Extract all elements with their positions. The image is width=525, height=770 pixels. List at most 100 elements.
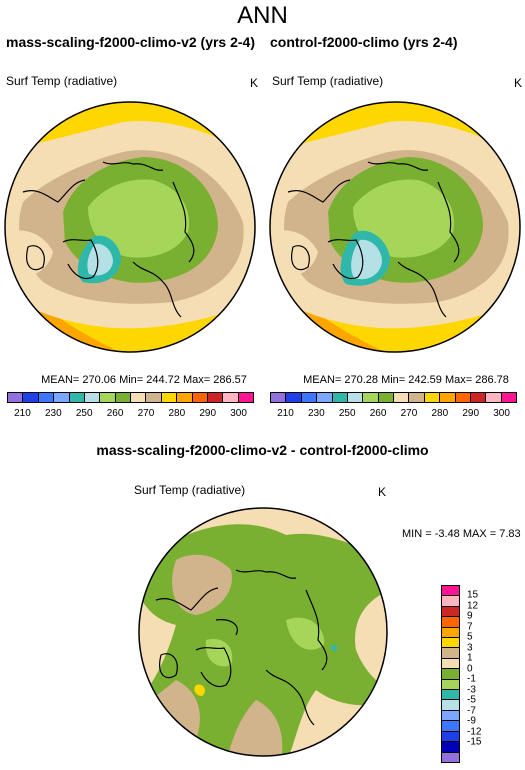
colorbar-swatch: [442, 627, 459, 639]
colorbar-tick-label: -12: [467, 726, 482, 738]
colorbar-tick-label: -3: [467, 684, 476, 696]
panel-2-map: [269, 101, 521, 353]
panel-2-colorbar: [270, 392, 517, 403]
colorbar-swatch: [84, 393, 101, 402]
colorbar-swatch: [470, 393, 487, 402]
colorbar-tick-label: 210: [277, 408, 294, 419]
colorbar-swatch: [442, 742, 459, 753]
colorbar-swatch: [378, 393, 394, 402]
colorbar-swatch: [161, 393, 178, 402]
colorbar-tick-label: -5: [467, 694, 476, 706]
colorbar-swatch: [100, 393, 116, 402]
colorbar-swatch: [286, 393, 302, 402]
panel-1-stats: MEAN= 270.06 Min= 244.72 Max= 286.57: [41, 374, 247, 386]
colorbar-tick-label: 260: [106, 408, 124, 419]
colorbar-swatch: [301, 393, 318, 402]
colorbar-tick-label: 300: [230, 408, 247, 419]
panel-1-title: mass-scaling-f2000-climo-v2 (yrs 2-4): [6, 34, 255, 50]
panel-1-colorbar-ticks: 210 230 250 260 270 280 290 300: [7, 408, 254, 422]
colorbar-tick-label: 9: [467, 610, 473, 622]
colorbar-tick-label: 5: [467, 631, 473, 643]
colorbar-swatch: [23, 393, 39, 402]
colorbar-swatch: [455, 393, 471, 402]
colorbar-swatch: [501, 393, 516, 402]
colorbar-tick-label: 12: [467, 600, 479, 612]
panel-2-colorbar-ticks: 210 230 250 260 270 280 290 300: [270, 408, 517, 422]
colorbar-tick-label: 1: [467, 652, 473, 664]
colorbar-tick-label: 250: [75, 408, 93, 419]
diff-colorbar: [441, 585, 460, 763]
colorbar-swatch: [442, 617, 459, 628]
colorbar-swatch: [442, 700, 459, 711]
colorbar-swatch: [271, 393, 287, 402]
colorbar-swatch: [442, 638, 459, 649]
colorbar-swatch: [442, 606, 459, 618]
colorbar-swatch: [38, 393, 55, 402]
colorbar-swatch: [409, 393, 425, 402]
diff-title: mass-scaling-f2000-climo-v2 - control-f2…: [96, 442, 429, 458]
colorbar-tick-label: 15: [467, 589, 479, 601]
colorbar-swatch: [424, 393, 441, 402]
colorbar-swatch: [486, 393, 502, 402]
colorbar-swatch: [363, 393, 379, 402]
colorbar-swatch: [69, 393, 85, 402]
colorbar-tick-label: -15: [467, 736, 482, 748]
colorbar-tick-label: 300: [493, 408, 510, 419]
colorbar-swatch: [192, 393, 208, 402]
colorbar-tick-label: 210: [14, 408, 31, 419]
colorbar-swatch: [177, 393, 193, 402]
colorbar-swatch: [442, 658, 459, 670]
colorbar-tick-label: 230: [44, 408, 62, 419]
panel-2-units: K: [514, 76, 523, 90]
colorbar-swatch: [442, 669, 459, 680]
colorbar-swatch: [146, 393, 162, 402]
colorbar-swatch: [115, 393, 131, 402]
colorbar-tick-label: 280: [168, 408, 186, 419]
colorbar-swatch: [442, 690, 459, 701]
colorbar-swatch: [332, 393, 348, 402]
colorbar-swatch: [442, 731, 459, 743]
colorbar-swatch: [223, 393, 239, 402]
colorbar-tick-label: -7: [467, 705, 476, 717]
colorbar-tick-label: 3: [467, 642, 473, 654]
panel-2-stats: MEAN= 270.28 Min= 242.59 Max= 286.78: [303, 374, 509, 386]
colorbar-tick-label: 250: [338, 408, 356, 419]
colorbar-swatch: [442, 752, 459, 762]
colorbar-tick-label: 280: [431, 408, 449, 419]
colorbar-tick-label: 7: [467, 621, 473, 633]
colorbar-tick-label: 290: [199, 408, 217, 419]
panel-1-map: [4, 101, 256, 353]
colorbar-tick-label: 290: [462, 408, 480, 419]
colorbar-tick-label: -1: [467, 673, 476, 685]
main-title: ANN: [237, 2, 288, 29]
panel-1-variable: Surf Temp (radiative): [6, 74, 118, 88]
colorbar-swatch: [238, 393, 253, 402]
colorbar-swatch: [54, 393, 70, 402]
colorbar-swatch: [442, 679, 459, 691]
colorbar-swatch: [440, 393, 456, 402]
colorbar-tick-label: 270: [137, 408, 155, 419]
colorbar-swatch: [8, 393, 24, 402]
diff-colorbar-ticks: 15 12 9 7 5 3 1 0 -1 -3 -5 -7 -9 -12 -15: [467, 585, 507, 763]
colorbar-swatch: [442, 596, 459, 607]
colorbar-swatch: [442, 586, 459, 597]
panel-2-title: control-f2000-climo (yrs 2-4): [270, 34, 458, 50]
panel-2-variable: Surf Temp (radiative): [272, 74, 384, 88]
diff-units: K: [378, 485, 387, 499]
colorbar-swatch: [442, 710, 459, 722]
colorbar-tick-label: -9: [467, 715, 476, 727]
colorbar-tick-label: 270: [400, 408, 418, 419]
diff-variable: Surf Temp (radiative): [134, 483, 246, 497]
diff-stats: MIN = -3.48 MAX = 7.83: [402, 528, 521, 540]
colorbar-swatch: [394, 393, 410, 402]
colorbar-swatch: [442, 648, 459, 659]
colorbar-swatch: [317, 393, 333, 402]
colorbar-tick-label: 0: [467, 663, 473, 675]
colorbar-tick-label: 260: [369, 408, 387, 419]
colorbar-swatch: [131, 393, 147, 402]
panel-1-colorbar: [7, 392, 254, 403]
diff-map: [138, 507, 388, 757]
panel-1-units: K: [250, 76, 259, 90]
colorbar-swatch: [207, 393, 224, 402]
colorbar-swatch: [442, 721, 459, 732]
